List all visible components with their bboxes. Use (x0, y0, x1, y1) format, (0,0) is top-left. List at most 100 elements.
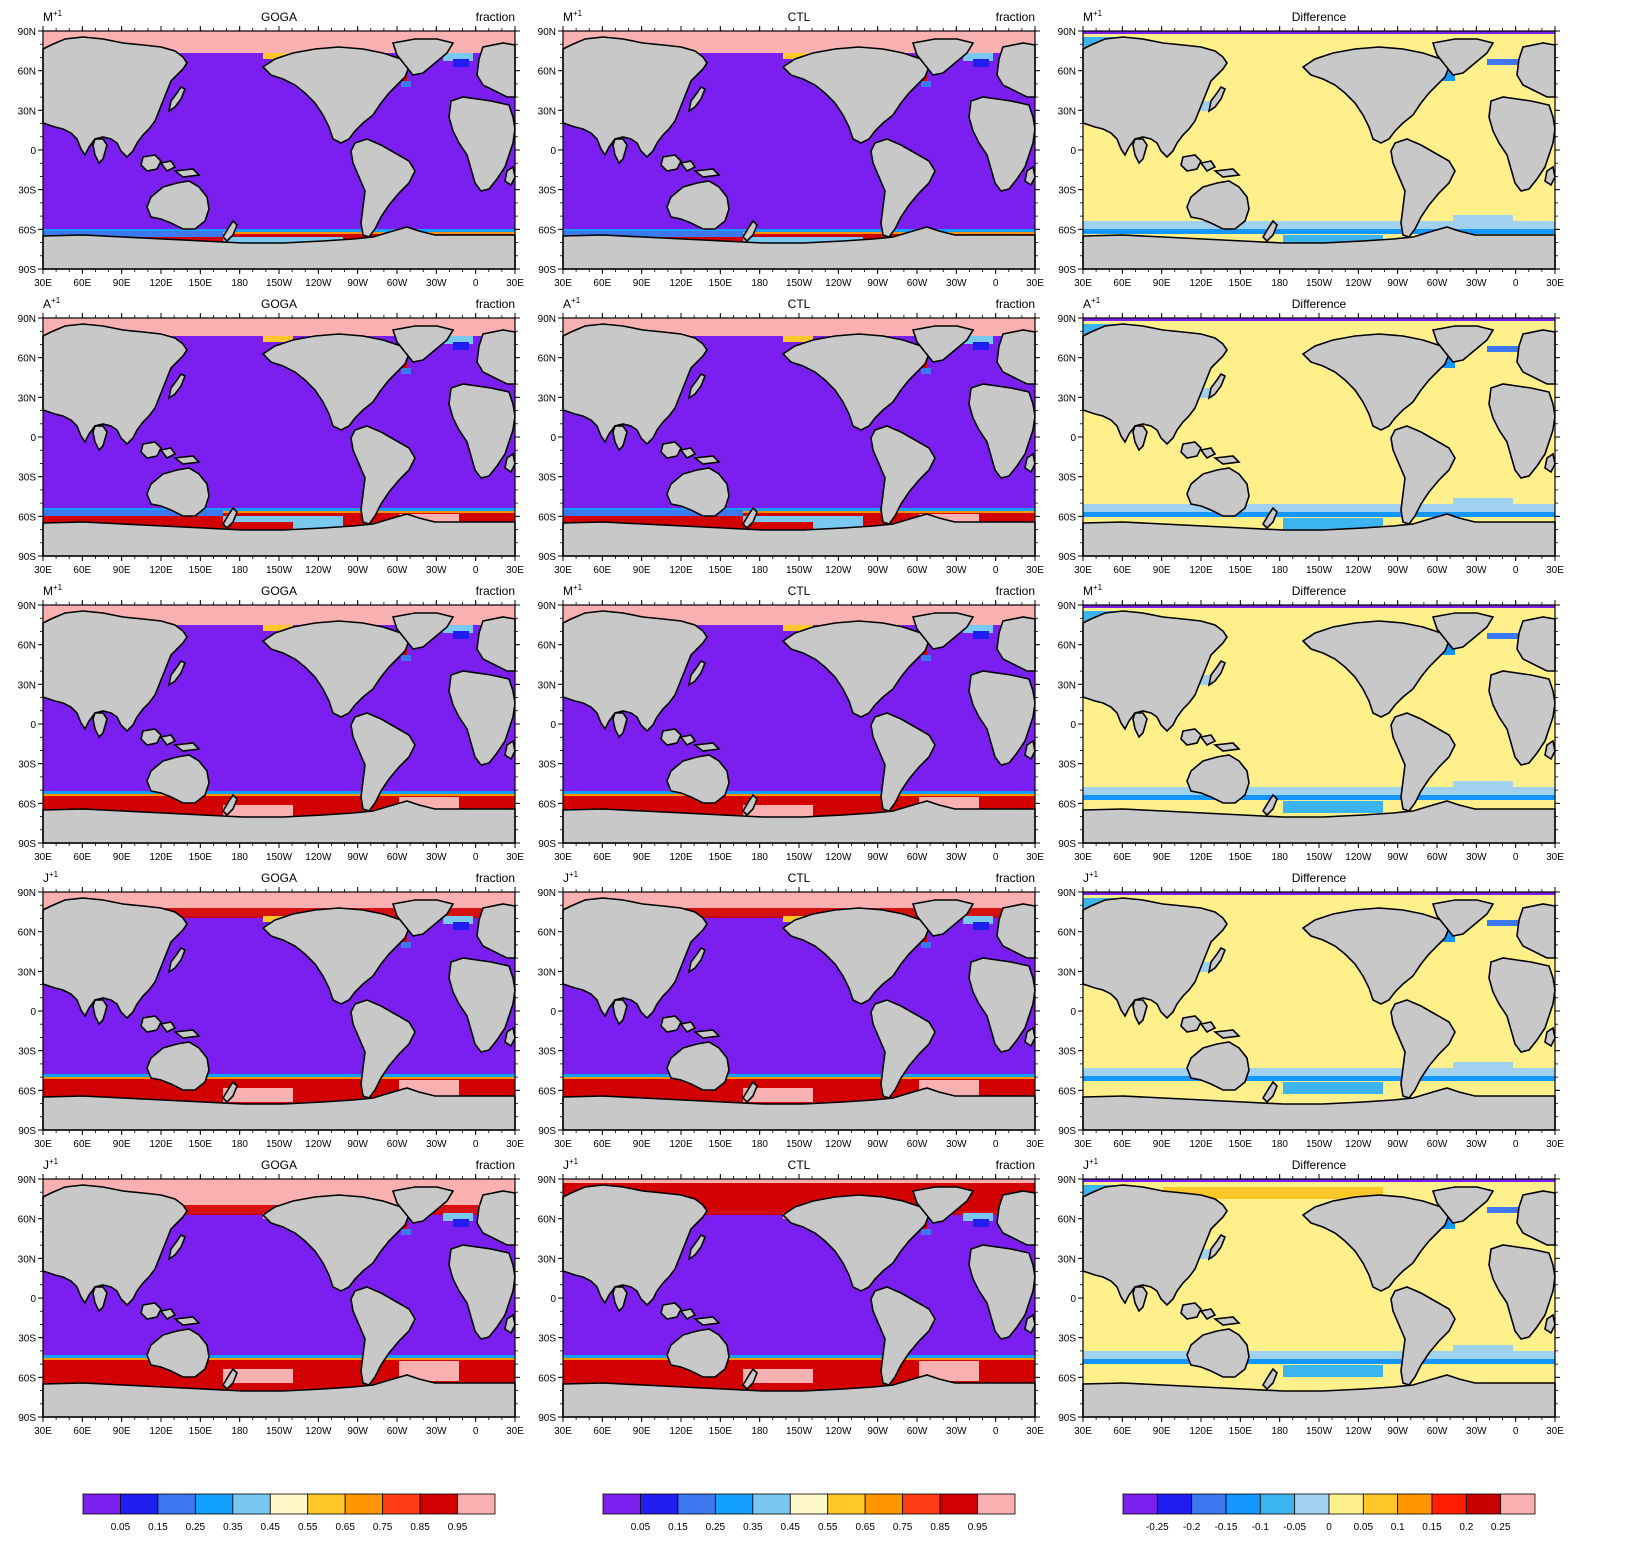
lat-tick-label: 90N (1058, 1175, 1076, 1186)
lon-tick-label: 150W (266, 1426, 293, 1437)
lon-tick-label: 150W (786, 852, 813, 863)
lon-tick-label: 0 (473, 278, 479, 289)
lat-tick-label: 30N (538, 106, 556, 117)
lat-tick-label: 0 (550, 1007, 556, 1018)
lon-tick-label: 60W (907, 565, 928, 576)
lon-tick-label: 180 (1271, 852, 1288, 863)
lat-tick-label: 90N (18, 1175, 36, 1186)
lon-tick-label: 90W (867, 1426, 888, 1437)
lon-tick-label: 180 (231, 1426, 248, 1437)
lon-tick-label: 30W (946, 1139, 967, 1150)
lat-tick-label: 60S (538, 225, 556, 236)
lon-tick-label: 30W (946, 278, 967, 289)
lat-tick-label: 90S (538, 265, 556, 276)
panel-month-label: J+1 (43, 1157, 59, 1172)
colorbar-swatch (1122, 1493, 1158, 1515)
colorbar-label: 0.95 (448, 1522, 468, 1533)
map-panel: 90N 60N 30N 0 30S 60S 90S 30E 60E 90E 120E 150E 180 1… (1058, 1157, 1565, 1437)
colorbar-label: 0.55 (298, 1522, 318, 1533)
lon-tick-label: 150W (786, 1139, 813, 1150)
lat-tick-label: 60S (18, 1373, 36, 1384)
lon-tick-label: 90W (347, 278, 368, 289)
lon-tick-label: 180 (751, 278, 768, 289)
lon-tick-label: 180 (1271, 1139, 1288, 1150)
panel-title: Difference (1292, 297, 1347, 311)
lat-tick-label: 60S (538, 1086, 556, 1097)
colorbar-label: 0.25 (1491, 1522, 1511, 1533)
lon-tick-label: 30W (946, 565, 967, 576)
lon-tick-label: 120W (1345, 1139, 1372, 1150)
lon-tick-label: 90E (113, 852, 131, 863)
lon-tick-label: 30E (554, 1139, 572, 1150)
map-panel: 90N 60N 30N 0 30S 60S 90S 30E 60E 90E 120E 150E 180 1… (538, 1157, 1045, 1437)
panel-units: fraction (476, 871, 515, 885)
panel-month-label: J+1 (1083, 1157, 1099, 1172)
lon-tick-label: 30E (1546, 852, 1564, 863)
colorbar: -0.25 -0.2 -0.15 -0.1 -0.05 0 0.05 0.1 0.15 0.2 0.… (1122, 1493, 1536, 1533)
lon-tick-label: 60E (1113, 565, 1131, 576)
lon-tick-label: 0 (1513, 565, 1519, 576)
panel-units: fraction (476, 10, 515, 24)
lon-tick-label: 180 (231, 565, 248, 576)
lon-tick-label: 60W (1427, 565, 1448, 576)
lon-tick-label: 30E (1074, 1426, 1092, 1437)
panel-title: GOGA (261, 297, 297, 311)
colorbar-label: 0.15 (668, 1522, 688, 1533)
lon-tick-label: 30E (1026, 565, 1044, 576)
panel-units: fraction (476, 297, 515, 311)
panel-title: CTL (788, 1158, 811, 1172)
lon-tick-label: 90E (1153, 1426, 1171, 1437)
lat-tick-label: 90N (1058, 314, 1076, 325)
lon-tick-label: 90W (347, 1426, 368, 1437)
panel-month-label: A+1 (563, 296, 581, 311)
lat-tick-label: 60S (538, 799, 556, 810)
lat-tick-label: 60S (1058, 1373, 1076, 1384)
lon-tick-label: 150W (1306, 278, 1333, 289)
lon-tick-label: 60E (73, 1426, 91, 1437)
lon-tick-label: 60W (907, 1426, 928, 1437)
panel-units: fraction (996, 10, 1035, 24)
colorbar-swatch (640, 1493, 679, 1515)
lon-tick-label: 30E (506, 565, 524, 576)
colorbar-label: 0.35 (223, 1522, 243, 1533)
colorbar-swatch (232, 1493, 271, 1515)
lon-tick-label: 30W (426, 278, 447, 289)
colorbar-swatch (939, 1493, 978, 1515)
panel-title: GOGA (261, 1158, 297, 1172)
lon-tick-label: 150E (189, 278, 213, 289)
lon-tick-label: 90E (1153, 1139, 1171, 1150)
lon-tick-label: 150E (709, 1426, 733, 1437)
colorbar-label: 0.15 (148, 1522, 168, 1533)
map-panel: 90N 60N 30N 0 30S 60S 90S 30E 60E 90E 120E 150E 180 1… (18, 9, 525, 289)
lon-tick-label: 0 (993, 1426, 999, 1437)
lon-tick-label: 120W (1345, 278, 1372, 289)
lon-tick-label: 60E (73, 278, 91, 289)
lon-tick-label: 60E (593, 852, 611, 863)
lon-tick-label: 30W (426, 852, 447, 863)
lon-tick-label: 150E (189, 852, 213, 863)
colorbar-swatch (827, 1493, 866, 1515)
colorbar-label: 0.85 (410, 1522, 430, 1533)
lon-tick-label: 0 (993, 852, 999, 863)
lat-tick-label: 30S (1058, 473, 1076, 484)
lat-tick-label: 90N (538, 888, 556, 899)
panel-month-label: J+1 (1083, 870, 1099, 885)
colorbar-swatch (1191, 1493, 1227, 1515)
map-panel: 90N 60N 30N 0 30S 60S 90S 30E 60E 90E 120E 150E 180 1… (18, 296, 525, 576)
colorbar-label: 0.15 (1422, 1522, 1442, 1533)
lon-tick-label: 30W (1466, 278, 1487, 289)
lon-tick-label: 120W (305, 1139, 332, 1150)
lon-tick-label: 0 (473, 565, 479, 576)
lon-tick-label: 30E (554, 852, 572, 863)
lon-tick-label: 180 (1271, 565, 1288, 576)
lat-tick-label: 30N (1058, 1254, 1076, 1265)
panel-month-label: M+1 (563, 583, 583, 598)
lon-tick-label: 0 (1513, 1139, 1519, 1150)
lat-tick-label: 90N (538, 314, 556, 325)
lon-tick-label: 150E (189, 1139, 213, 1150)
lon-tick-label: 150W (266, 565, 293, 576)
lon-tick-label: 90W (867, 278, 888, 289)
lat-tick-label: 30S (18, 1047, 36, 1058)
map-panel: 90N 60N 30N 0 30S 60S 90S 30E 60E 90E 120E 150E 180 1… (18, 870, 525, 1150)
lon-tick-label: 120W (1345, 1426, 1372, 1437)
